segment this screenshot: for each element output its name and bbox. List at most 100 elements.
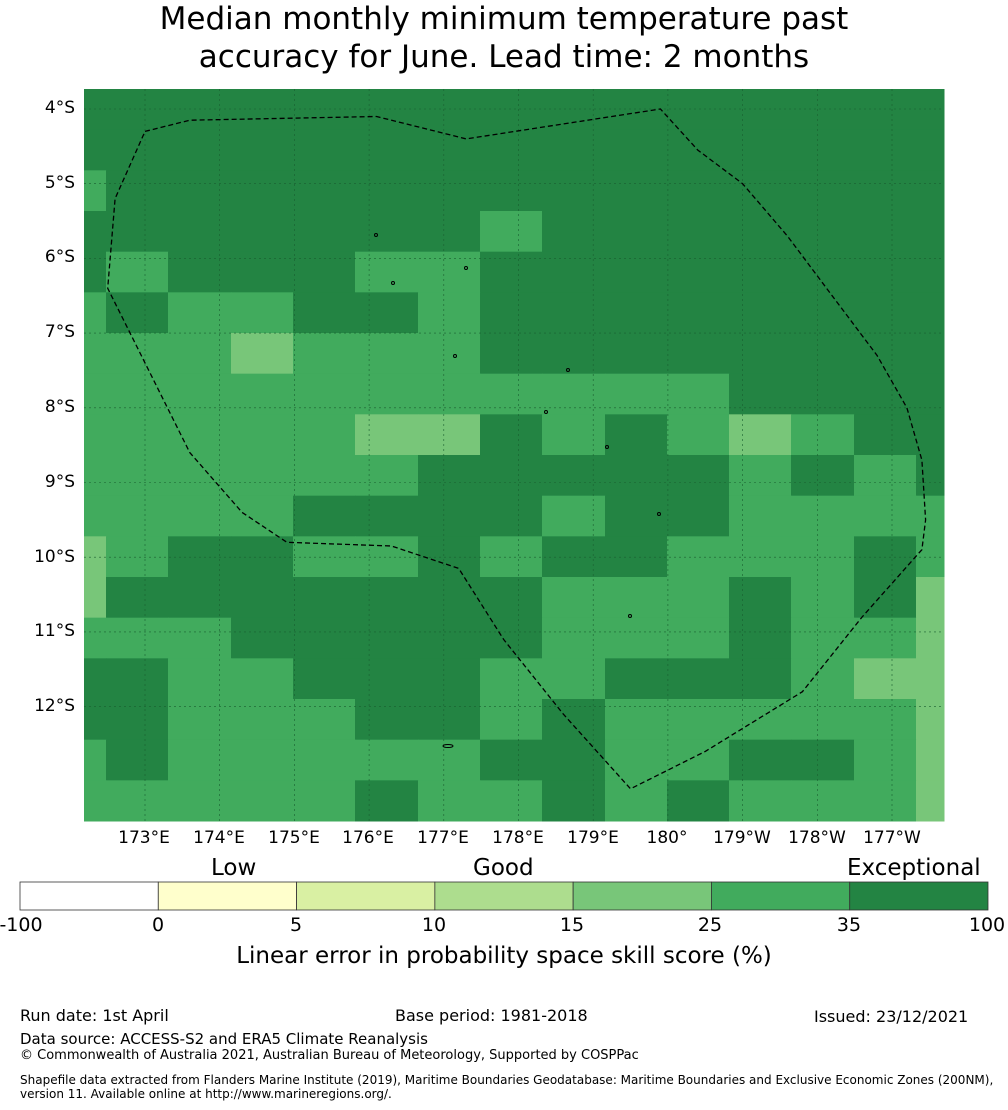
skill-cell: [168, 780, 232, 822]
skill-cell: [106, 495, 169, 537]
skill-cell: [231, 89, 294, 131]
shapefile-credit: Shapefile data extracted from Flanders M…: [20, 1073, 994, 1101]
skill-cell: [293, 292, 356, 334]
skill-cell: [106, 780, 169, 822]
skill-cell: [293, 617, 356, 659]
skill-cell: [542, 780, 606, 822]
skill-cell: [854, 617, 917, 659]
base-period: Base period: 1981-2018: [395, 1006, 588, 1025]
skill-cell: [418, 577, 481, 619]
colorbar-tick: 25: [697, 914, 723, 936]
skill-cell: [231, 617, 294, 659]
skill-cell: [84, 333, 107, 375]
skill-cell: [231, 129, 294, 171]
skill-cell: [355, 251, 419, 293]
skill-cell: [84, 373, 107, 415]
lon-label-178w: 178°W: [788, 828, 846, 848]
lat-label-12s: 12°S: [34, 696, 75, 716]
skill-cell: [106, 373, 169, 415]
colorbar-label: Linear error in probability space skill …: [236, 943, 772, 969]
lat-label-7s: 7°S: [44, 322, 75, 342]
skill-cell: [916, 292, 945, 334]
island-outline: [464, 266, 468, 270]
skill-cell: [542, 292, 606, 334]
skill-cell: [355, 617, 419, 659]
skill-cell: [418, 699, 481, 741]
skill-cell: [293, 658, 356, 700]
skill-cell: [791, 495, 855, 537]
skill-cell: [791, 739, 855, 781]
skill-cell: [231, 699, 294, 741]
skill-cell: [667, 333, 730, 375]
skill-cell: [916, 617, 945, 659]
colorbar-tick: -100: [0, 914, 43, 936]
skill-cell: [355, 699, 419, 741]
colorbar-segment: [157, 881, 297, 911]
skill-cell: [231, 211, 294, 253]
skill-cell: [729, 577, 792, 619]
skill-cell: [84, 617, 107, 659]
skill-cell: [84, 129, 107, 171]
skill-cell: [355, 414, 419, 456]
skill-cell: [293, 739, 356, 781]
skill-cell: [355, 780, 419, 822]
skill-cell: [605, 414, 668, 456]
lat-label-11s: 11°S: [34, 621, 75, 641]
skill-cell: [106, 577, 169, 619]
skill-cell: [854, 170, 917, 212]
skill-cell: [418, 129, 481, 171]
skill-cell: [605, 780, 668, 822]
skill-cell: [106, 414, 169, 456]
skill-cell: [480, 699, 543, 741]
colorbar-segment: [572, 881, 712, 911]
lon-label-175e: 175°E: [268, 828, 320, 848]
skill-cell: [854, 495, 917, 537]
lat-label-8s: 8°S: [44, 397, 75, 417]
skill-cell: [854, 699, 917, 741]
skill-cell: [605, 495, 668, 537]
skill-cell: [916, 251, 945, 293]
skill-cell: [605, 617, 668, 659]
skill-cell: [231, 780, 294, 822]
skill-cell: [106, 333, 169, 375]
skill-cell: [418, 495, 481, 537]
skill-cell: [480, 89, 543, 131]
skill-cell: [355, 495, 419, 537]
skill-cell: [916, 333, 945, 375]
map-title: Median monthly minimum temperature past …: [0, 0, 1008, 76]
skill-cell: [168, 89, 232, 131]
skill-cell: [168, 699, 232, 741]
skill-cell: [84, 780, 107, 822]
skill-cell: [542, 129, 606, 171]
lon-label-179w: 179°W: [713, 828, 771, 848]
lat-label-10s: 10°S: [34, 547, 75, 567]
skill-cell: [355, 739, 419, 781]
skill-cell: [418, 739, 481, 781]
skill-cell: [355, 170, 419, 212]
skill-cell: [168, 333, 232, 375]
skill-cell: [293, 251, 356, 293]
category-good: Good: [473, 855, 534, 881]
skill-cell: [605, 455, 668, 497]
island-outline: [453, 354, 457, 358]
skill-cell: [168, 251, 232, 293]
skill-cell: [667, 658, 730, 700]
skill-cell: [854, 739, 917, 781]
skill-cell: [106, 170, 169, 212]
skill-cell: [729, 414, 792, 456]
skill-cell: [293, 129, 356, 171]
island-outline: [605, 445, 609, 449]
skill-cell: [791, 455, 855, 497]
skill-cell: [729, 658, 792, 700]
skill-cell: [480, 495, 543, 537]
skill-cell: [605, 251, 668, 293]
skill-cell: [854, 89, 917, 131]
colorbar-segment: [711, 881, 851, 911]
skill-cell: [542, 333, 606, 375]
skill-cell: [854, 455, 917, 497]
skill-cell: [854, 658, 917, 700]
skill-cell: [854, 211, 917, 253]
skill-cell: [480, 617, 543, 659]
skill-cell: [605, 129, 668, 171]
island-outline: [442, 744, 454, 748]
